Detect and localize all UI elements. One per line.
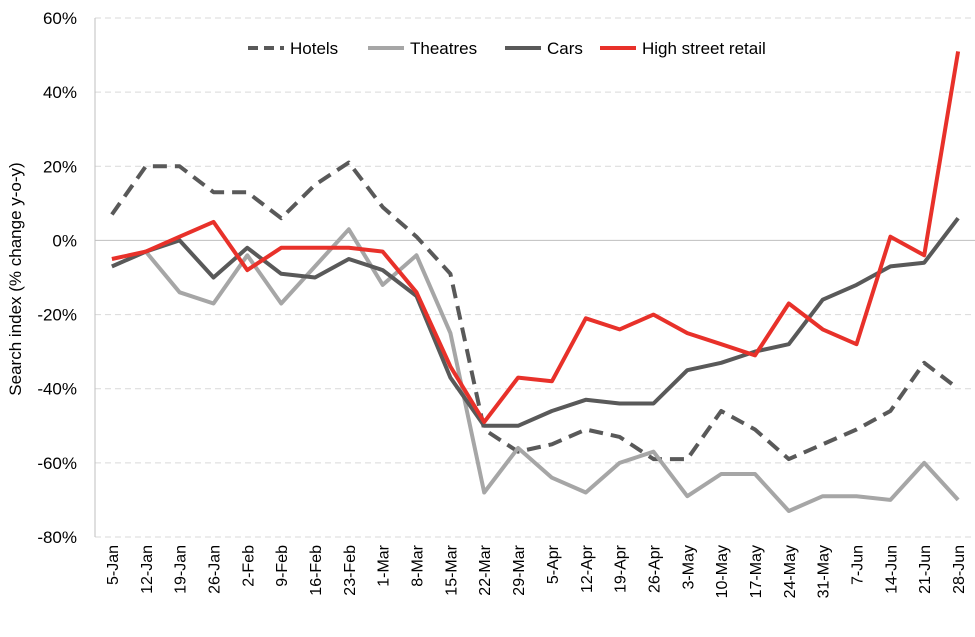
x-tick-label: 23-Feb bbox=[342, 545, 359, 596]
x-tick-label: 26-Apr bbox=[646, 544, 663, 593]
y-tick-label: 60% bbox=[43, 9, 77, 28]
x-tick-label: 17-May bbox=[748, 545, 765, 598]
y-tick-label: -60% bbox=[37, 454, 77, 473]
legend-label: Theatres bbox=[410, 39, 477, 58]
y-tick-label: -20% bbox=[37, 306, 77, 325]
legend: Hotels Theatres Cars High street retail bbox=[248, 39, 766, 58]
x-tick-label: 28-Jun bbox=[951, 545, 968, 594]
legend-label: Cars bbox=[547, 39, 583, 58]
x-tick-label: 1-Mar bbox=[376, 544, 393, 586]
x-tick-label: 3-May bbox=[680, 545, 697, 589]
series-line-high-street-retail bbox=[111, 51, 961, 425]
axes: 60% 40% 20% 0% -20% -40% -60% -80% 5-Jan 12-Jan 19… bbox=[37, 9, 975, 598]
x-tick-label: 5-Apr bbox=[545, 544, 562, 584]
x-tick-label: 21-Jun bbox=[917, 545, 934, 594]
x-tick-label: 22-Mar bbox=[477, 544, 494, 595]
x-tick-label: 8-Mar bbox=[410, 544, 427, 586]
x-tick-label: 2-Feb bbox=[240, 545, 257, 587]
x-tick-label: 19-Jan bbox=[173, 545, 190, 594]
series-line-hotels bbox=[110, 160, 960, 462]
series-lines bbox=[110, 51, 961, 513]
x-tick-label: 12-Jan bbox=[139, 545, 156, 594]
x-tick-label: 24-May bbox=[782, 545, 799, 598]
x-tick-label: 26-Jan bbox=[206, 545, 223, 594]
x-tick-label: 7-Jun bbox=[850, 545, 867, 585]
legend-label: High street retail bbox=[642, 39, 766, 58]
y-tick-label: -40% bbox=[37, 380, 77, 399]
x-tick-label: 15-Mar bbox=[443, 544, 460, 595]
y-tick-label: 40% bbox=[43, 83, 77, 102]
series-line-theatres bbox=[111, 227, 960, 513]
series-line-cars bbox=[111, 216, 960, 428]
x-tick-label: 31-May bbox=[816, 545, 833, 598]
x-tick-label: 5-Jan bbox=[105, 545, 122, 585]
x-tick-label: 12-Apr bbox=[579, 544, 596, 593]
x-tick-label: 14-Jun bbox=[883, 545, 900, 594]
x-tick-label: 10-May bbox=[714, 545, 731, 598]
x-tick-label: 29-Mar bbox=[511, 544, 528, 595]
y-tick-label: -80% bbox=[37, 528, 77, 547]
x-tick-label: 19-Apr bbox=[613, 544, 630, 593]
legend-label: Hotels bbox=[290, 39, 338, 58]
y-tick-label: 20% bbox=[43, 157, 77, 176]
x-tick-label: 16-Feb bbox=[308, 545, 325, 596]
gridlines bbox=[95, 17, 975, 538]
x-tick-label: 9-Feb bbox=[274, 545, 291, 587]
y-axis-title: Search index (% change y-o-y) bbox=[6, 162, 25, 395]
y-tick-label: 0% bbox=[52, 231, 77, 250]
